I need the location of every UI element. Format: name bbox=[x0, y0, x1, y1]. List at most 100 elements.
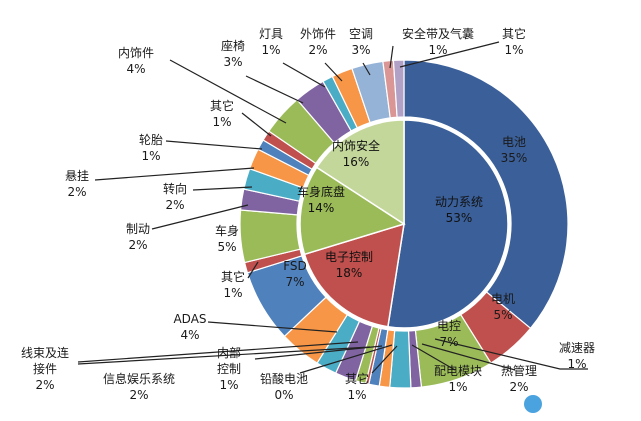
leader-line bbox=[247, 261, 259, 279]
chart-label-line: 1% bbox=[212, 115, 231, 129]
leader-line bbox=[241, 112, 272, 137]
chart-label-line: 3% bbox=[223, 55, 242, 69]
chart-label-line: 电子控制 bbox=[325, 250, 373, 264]
chart-label-line: 其它 bbox=[210, 98, 234, 113]
chart-label-line: 1% bbox=[261, 43, 280, 57]
chart-label: 电控 7% bbox=[437, 319, 461, 349]
leader-line bbox=[371, 345, 398, 374]
chart-label-line: 1% bbox=[428, 43, 447, 57]
chart-label-line: 35% bbox=[501, 151, 528, 165]
chart-label-line: 安全带及气囊 bbox=[402, 26, 474, 41]
chart-label-line: 2% bbox=[128, 238, 147, 252]
watermark-logo-icon bbox=[524, 395, 542, 413]
leader-lines bbox=[77, 41, 588, 374]
leader-line bbox=[299, 344, 393, 374]
leader-line bbox=[207, 321, 338, 333]
chart-label-line: 配电模块 bbox=[434, 364, 482, 378]
chart-label-line: 7% bbox=[285, 275, 304, 289]
watermark: 金亿数价值 bbox=[524, 395, 611, 413]
chart-label: 灯具 1% bbox=[259, 27, 283, 57]
chart-label-line: 铅酸电池 bbox=[260, 371, 308, 386]
inner-slice bbox=[315, 119, 405, 226]
chart-label-line: 4% bbox=[126, 62, 145, 76]
chart-label-line: 线束及连 bbox=[21, 345, 69, 360]
chart-label: FSD 7% bbox=[283, 259, 307, 289]
chart-label: 内部控制 1% bbox=[217, 345, 241, 392]
chart-label: 悬挂 2% bbox=[65, 169, 89, 199]
leader-line bbox=[245, 75, 304, 104]
leader-line bbox=[151, 204, 249, 230]
leader-line bbox=[389, 45, 394, 69]
chart-label-line: 空调 bbox=[349, 27, 373, 41]
chart-label-line: 5% bbox=[217, 240, 236, 254]
inner-ring bbox=[297, 117, 511, 331]
inner-labels: 动力系统 53% 电子控制 18% 车身底盘 14% 内饰安全 16% bbox=[297, 138, 483, 280]
chart-label: 电池 35% bbox=[501, 135, 528, 165]
chart-label-line: 电机 bbox=[491, 292, 515, 306]
leader-line bbox=[434, 338, 588, 370]
chart-label-line: 1% bbox=[347, 388, 366, 402]
chart-label-line: 0% bbox=[274, 388, 293, 402]
chart-label-line: 14% bbox=[308, 201, 335, 215]
leader-line bbox=[254, 345, 383, 360]
chart-label-line: 内饰件 bbox=[118, 46, 154, 60]
chart-label-line: 2% bbox=[129, 388, 148, 402]
chart-label-line: 7% bbox=[439, 335, 458, 349]
chart-label-line: 5% bbox=[493, 308, 512, 322]
leader-line bbox=[165, 140, 263, 150]
chart-label-line: 2% bbox=[67, 185, 86, 199]
chart-label-line: 电池 bbox=[502, 135, 526, 149]
leader-line bbox=[192, 186, 253, 191]
chart-label-line: 2% bbox=[35, 378, 54, 392]
chart-label: 线束及连接件 2% bbox=[21, 345, 69, 392]
chart-label: 轮胎 1% bbox=[139, 133, 163, 163]
chart-label-line: 车身底盘 bbox=[297, 184, 345, 199]
chart-label-line: 内部 bbox=[217, 345, 241, 360]
chart-label-line: 减速器 bbox=[559, 341, 595, 355]
chart-label-line: 其它 bbox=[221, 269, 245, 284]
chart-label-line: 控制 bbox=[217, 362, 241, 376]
leader-line bbox=[411, 344, 456, 371]
leader-line bbox=[421, 343, 516, 371]
chart-label: 制动 2% bbox=[126, 222, 150, 252]
leader-line bbox=[362, 62, 371, 76]
chart-label-line: 其它 bbox=[502, 26, 526, 41]
chart-label: 信息娱乐系统 2% bbox=[103, 371, 175, 402]
chart-label-line: 1% bbox=[223, 286, 242, 300]
inner-slice bbox=[387, 119, 509, 329]
chart-label-line: 18% bbox=[336, 266, 363, 280]
chart-label-line: 3% bbox=[351, 43, 370, 57]
chart-label: ADAS 4% bbox=[173, 312, 206, 342]
chart-label: 外饰件 2% bbox=[300, 27, 336, 57]
chart-label: 电子控制 18% bbox=[325, 250, 373, 280]
chart-label-line: 信息娱乐系统 bbox=[103, 371, 175, 386]
inner-slice bbox=[303, 222, 405, 328]
chart-label-line: 2% bbox=[509, 380, 528, 394]
chart-label: 热管理 2% bbox=[501, 363, 537, 394]
leader-line bbox=[169, 59, 287, 124]
chart-label-line: 座椅 bbox=[221, 38, 245, 53]
outer-labels: 电池 35% 电机 5% 电控 7% 减速器 1% 热管理 2% 配电模块 1% 其它 1% 铅酸电池 0% 内… bbox=[21, 26, 595, 402]
chart-label-line: 16% bbox=[343, 155, 370, 169]
chart-label: 减速器 1% bbox=[559, 341, 595, 371]
chart-label-line: 1% bbox=[504, 43, 523, 57]
chart-label-line: 1% bbox=[141, 149, 160, 163]
outer-ring bbox=[239, 59, 569, 389]
chart-label-line: 动力系统 bbox=[435, 195, 483, 209]
chart-label-line: 轮胎 bbox=[139, 133, 163, 147]
chart-label: 其它 1% bbox=[345, 371, 369, 402]
chart-label: 其它 1% bbox=[502, 26, 526, 57]
watermark-text: 金亿数价值 bbox=[545, 397, 611, 413]
chart-label-line: 1% bbox=[219, 378, 238, 392]
chart-label-line: 转向 bbox=[163, 181, 187, 196]
chart-label-line: 2% bbox=[308, 43, 327, 57]
chart-label-line: 外饰件 bbox=[300, 27, 336, 41]
chart-label: 配电模块 1% bbox=[434, 364, 482, 394]
chart-label: 空调 3% bbox=[349, 27, 373, 57]
chart-label-line: 热管理 bbox=[501, 363, 537, 378]
chart-label: 动力系统 53% bbox=[435, 195, 483, 225]
leader-line bbox=[77, 346, 371, 365]
chart-label-line: 车身 bbox=[215, 223, 239, 238]
chart-label: 转向 2% bbox=[163, 181, 187, 212]
